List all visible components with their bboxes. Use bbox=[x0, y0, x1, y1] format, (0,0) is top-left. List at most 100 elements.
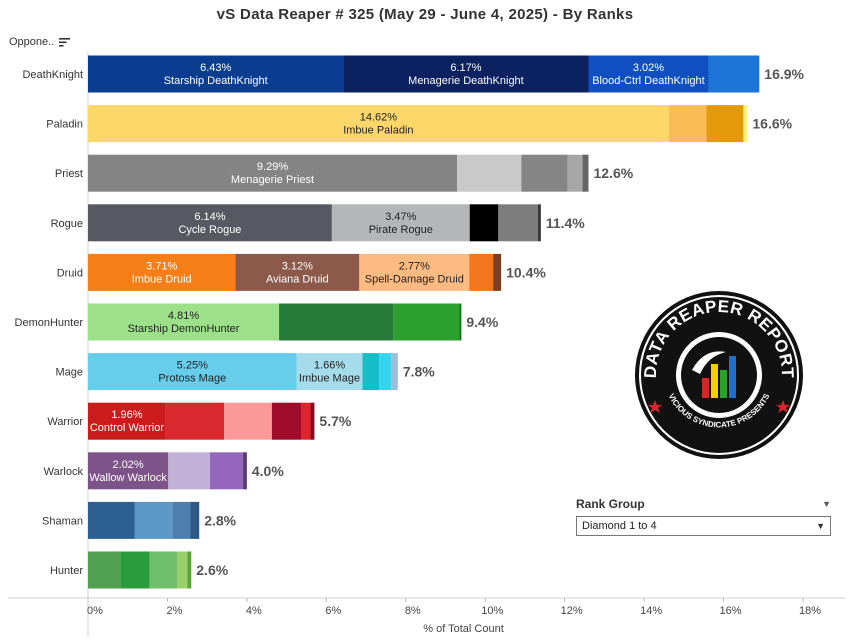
bar-segment bbox=[88, 204, 332, 242]
rank-group-filter: Rank Group ▼ Diamond 1 to 4 ▼ bbox=[576, 497, 831, 536]
bar-segment bbox=[242, 452, 247, 490]
segment-value-label: 6.17% bbox=[450, 62, 481, 74]
row-label: Priest bbox=[55, 168, 83, 180]
bar-segment bbox=[134, 501, 173, 539]
row-total-label: 4.0% bbox=[252, 463, 284, 479]
bar-segment bbox=[224, 402, 272, 440]
bar-segment bbox=[172, 501, 191, 539]
segment-archetype-label: Aviana Druid bbox=[266, 273, 329, 285]
bar-segment bbox=[88, 154, 458, 192]
bar-segment bbox=[668, 105, 707, 143]
segment-archetype-label: Control Warrior bbox=[90, 422, 164, 434]
bar-segment bbox=[521, 154, 568, 192]
row-total-label: 2.6% bbox=[196, 562, 228, 578]
x-tick-label: 14% bbox=[640, 605, 662, 617]
bar-segment bbox=[165, 402, 225, 440]
segment-value-label: 4.81% bbox=[168, 310, 199, 322]
logo-bar bbox=[720, 370, 727, 398]
row-label: Warlock bbox=[44, 466, 84, 478]
bar-segment bbox=[498, 204, 539, 242]
logo-bar bbox=[711, 364, 718, 398]
row-label: Mage bbox=[55, 367, 83, 379]
bar-segment bbox=[88, 105, 669, 143]
segment-value-label: 3.47% bbox=[385, 211, 416, 223]
opponent-column-header[interactable]: Oppone.. bbox=[9, 36, 71, 48]
bar-segment bbox=[209, 452, 243, 490]
segment-value-label: 1.96% bbox=[111, 409, 142, 421]
x-tick-label: 0% bbox=[87, 605, 103, 617]
chevron-down-icon: ▼ bbox=[816, 521, 825, 531]
segment-archetype-label: Starship DeathKnight bbox=[164, 75, 268, 87]
bar-segment bbox=[176, 551, 188, 589]
segment-value-label: 2.77% bbox=[399, 260, 430, 272]
bar-segment bbox=[362, 353, 380, 391]
data-reaper-report-logo: DATA REAPER REPORT VICIOUS SYNDICATE PRE… bbox=[635, 291, 803, 459]
segment-value-label: 3.02% bbox=[633, 62, 664, 74]
bar-segment bbox=[588, 55, 709, 93]
segment-archetype-label: Pirate Rogue bbox=[369, 224, 433, 236]
bar-segment bbox=[538, 204, 541, 242]
bar-segment bbox=[391, 353, 398, 391]
x-tick-label: 8% bbox=[405, 605, 421, 617]
segment-archetype-label: Spell-Damage Druid bbox=[365, 273, 464, 285]
row-label: DeathKnight bbox=[22, 69, 83, 81]
row-label: Warrior bbox=[47, 416, 83, 428]
bar-segment bbox=[88, 551, 121, 589]
bar-segment bbox=[706, 105, 744, 143]
bar-segment bbox=[88, 55, 344, 93]
row-total-label: 11.4% bbox=[546, 215, 585, 231]
rank-group-dropdown[interactable]: Diamond 1 to 4 ▼ bbox=[576, 516, 831, 536]
segment-value-label: 9.29% bbox=[257, 161, 288, 173]
row-label: Rogue bbox=[51, 218, 83, 230]
segment-archetype-label: Wallow Warlock bbox=[89, 472, 167, 484]
segment-value-label: 14.62% bbox=[360, 112, 398, 124]
bar-segment bbox=[567, 154, 583, 192]
rank-group-selected: Diamond 1 to 4 bbox=[582, 520, 657, 532]
bar-segment bbox=[88, 303, 280, 341]
bar-segment bbox=[359, 253, 470, 291]
row-total-label: 12.6% bbox=[594, 165, 634, 181]
segment-archetype-label: Imbue Paladin bbox=[343, 125, 413, 137]
x-tick-label: 4% bbox=[246, 605, 262, 617]
filter-menu-icon[interactable]: ▼ bbox=[822, 499, 831, 509]
x-tick-label: 2% bbox=[166, 605, 182, 617]
row-label: Hunter bbox=[50, 565, 83, 577]
bar-segment bbox=[743, 105, 748, 143]
bar-segment bbox=[296, 353, 363, 391]
row-total-label: 9.4% bbox=[466, 314, 498, 330]
bar-segment bbox=[271, 402, 302, 440]
row-label: Shaman bbox=[42, 515, 83, 527]
bar-segment bbox=[301, 402, 311, 440]
bar-segment bbox=[149, 551, 177, 589]
sort-icon[interactable] bbox=[59, 37, 71, 47]
bar-segment bbox=[469, 204, 499, 242]
segment-value-label: 6.14% bbox=[194, 211, 225, 223]
bar-segment bbox=[88, 501, 135, 539]
chart-title: vS Data Reaper # 325 (May 29 - June 4, 2… bbox=[216, 6, 634, 23]
logo-bar bbox=[702, 378, 709, 398]
opponent-header-label: Oppone.. bbox=[9, 36, 55, 48]
bar-segment bbox=[343, 55, 589, 93]
bar-segment bbox=[493, 253, 502, 291]
bar-segment bbox=[88, 253, 236, 291]
bar-segment bbox=[88, 402, 166, 440]
row-total-label: 2.8% bbox=[204, 512, 236, 528]
bar-segment bbox=[457, 154, 522, 192]
bar-segment bbox=[279, 303, 394, 341]
x-tick-label: 12% bbox=[561, 605, 583, 617]
segment-value-label: 6.43% bbox=[200, 62, 231, 74]
segment-value-label: 1.66% bbox=[314, 360, 345, 372]
segment-archetype-label: Imbue Druid bbox=[132, 273, 192, 285]
row-total-label: 5.7% bbox=[319, 413, 351, 429]
bar-segment bbox=[459, 303, 462, 341]
bar-segment bbox=[469, 253, 494, 291]
bar-segment bbox=[582, 154, 589, 192]
x-tick-label: 16% bbox=[720, 605, 742, 617]
segment-archetype-label: Starship DemonHunter bbox=[128, 323, 240, 335]
segment-archetype-label: Protoss Mage bbox=[158, 373, 226, 385]
bar-segment bbox=[88, 452, 169, 490]
bar-segment bbox=[393, 303, 460, 341]
bar-segment bbox=[708, 55, 760, 93]
x-axis-title: % of Total Count bbox=[423, 623, 504, 635]
